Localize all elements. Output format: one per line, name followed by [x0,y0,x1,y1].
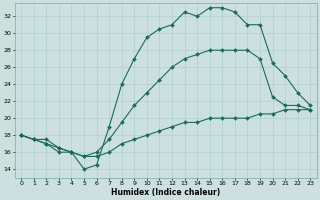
X-axis label: Humidex (Indice chaleur): Humidex (Indice chaleur) [111,188,220,197]
